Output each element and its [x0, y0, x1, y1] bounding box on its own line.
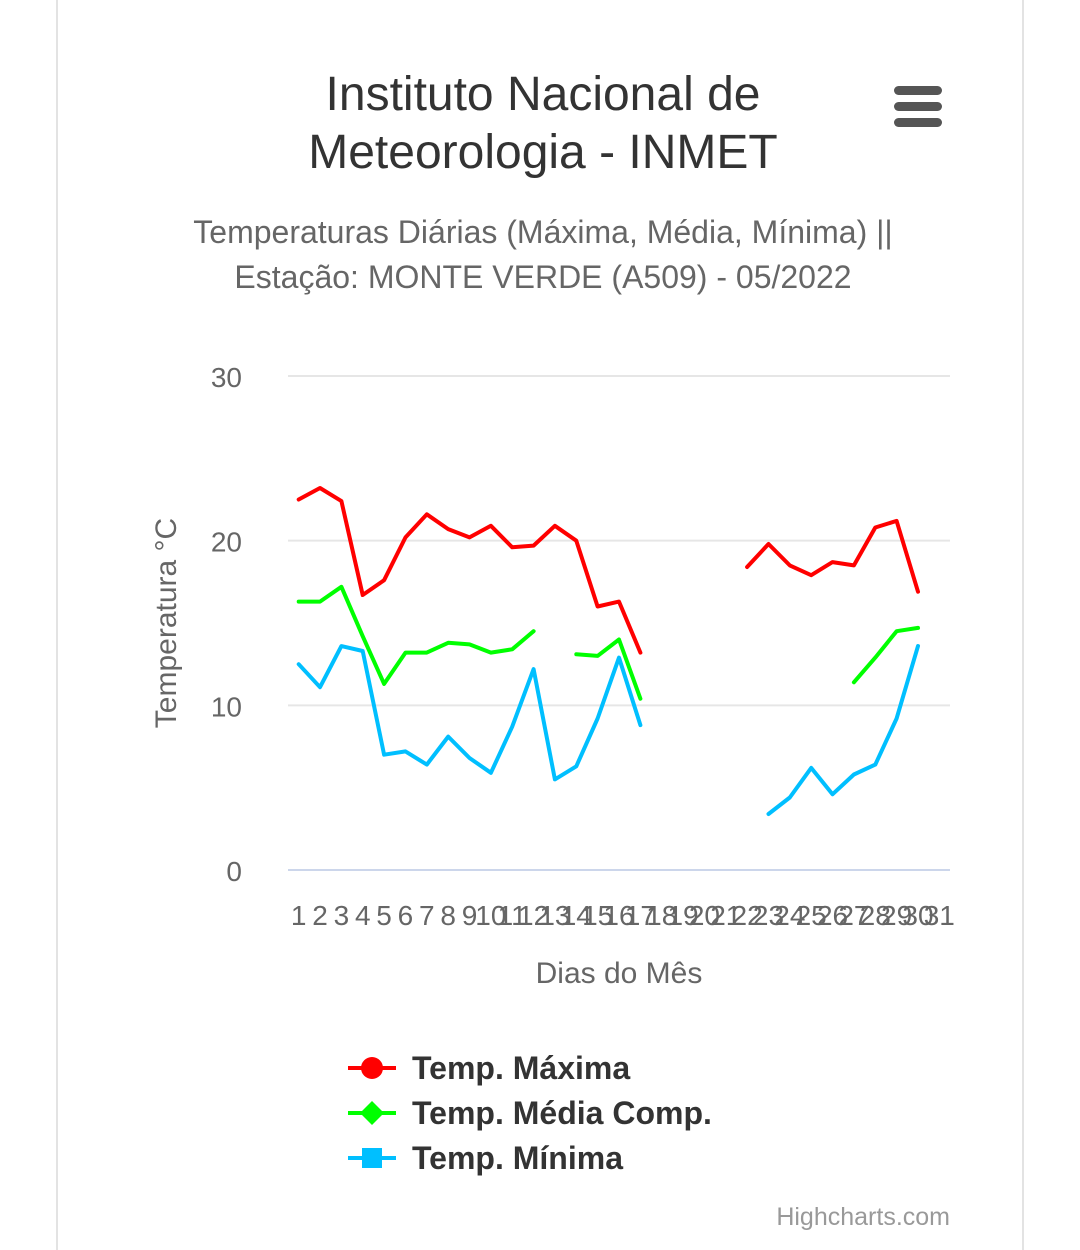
x-tick-label: 23	[753, 900, 784, 931]
legend-square-icon	[348, 1148, 396, 1168]
y-axis-title: Temperatura °C	[150, 518, 183, 728]
x-tick-label: 24	[774, 900, 805, 931]
x-tick-label: 6	[398, 900, 414, 931]
x-tick-label: 13	[539, 900, 570, 931]
series-line-2	[296, 584, 536, 686]
series-line-3	[766, 644, 920, 816]
legend-diamond-icon	[348, 1101, 396, 1125]
legend-label: Temp. Média Comp.	[412, 1095, 712, 1131]
y-tick-label: 20	[211, 527, 242, 558]
legend-label: Temp. Mínima	[412, 1140, 623, 1176]
hamburger-menu-icon[interactable]	[884, 78, 952, 134]
x-tick-label: 20	[689, 900, 720, 931]
series-line-2	[851, 625, 920, 685]
series-line-1	[296, 486, 643, 655]
x-tick-label: 27	[838, 900, 869, 931]
x-tick-label: 17	[625, 900, 656, 931]
x-tick-label: 18	[646, 900, 677, 931]
x-tick-label: 1	[291, 900, 307, 931]
x-tick-label: 15	[582, 900, 613, 931]
legend-circle-icon	[348, 1057, 396, 1079]
right-border	[1022, 0, 1024, 1250]
series-line-2	[574, 637, 643, 701]
x-tick-label: 16	[603, 900, 634, 931]
x-tick-label: 7	[419, 900, 435, 931]
y-tick-label: 0	[226, 856, 242, 887]
x-tick-label: 22	[732, 900, 763, 931]
chart-title: Instituto Nacional de Meteorologia - INM…	[308, 68, 778, 179]
x-tick-label: 25	[796, 900, 827, 931]
x-tick-label: 2	[312, 900, 328, 931]
x-tick-label: 21	[710, 900, 741, 931]
legend-label: Temp. Máxima	[412, 1050, 631, 1086]
left-border	[56, 0, 58, 1250]
x-tick-label: 26	[817, 900, 848, 931]
x-tick-label: 5	[376, 900, 392, 931]
y-tick-label: 30	[211, 362, 242, 393]
x-tick-label: 29	[881, 900, 912, 931]
y-tick-label: 10	[211, 691, 242, 722]
x-tick-label: 31	[924, 900, 955, 931]
x-tick-label: 14	[561, 900, 592, 931]
x-tick-label: 8	[440, 900, 456, 931]
x-tick-label: 4	[355, 900, 371, 931]
x-tick-label: 9	[462, 900, 478, 931]
x-axis-title: Dias do Mês	[536, 957, 703, 990]
x-tick-label: 30	[902, 900, 933, 931]
x-tick-label: 11	[498, 900, 527, 931]
series-line-1	[745, 518, 920, 594]
x-tick-label: 19	[667, 900, 698, 931]
credits-link[interactable]: Highcharts.com	[776, 1203, 950, 1231]
x-tick-label: 3	[334, 900, 350, 931]
x-tick-label: 10	[475, 900, 506, 931]
chart-subtitle: Temperaturas Diárias (Máxima, Média, Mín…	[193, 214, 893, 295]
x-tick-label: 12	[518, 900, 549, 931]
series-line-3	[296, 644, 643, 782]
x-tick-label: 28	[860, 900, 891, 931]
